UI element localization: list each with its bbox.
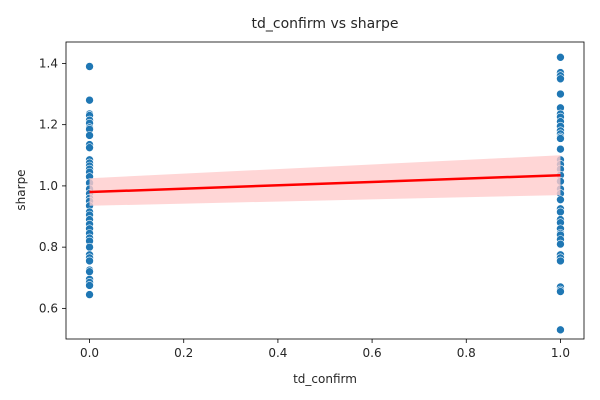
scatter-point (556, 144, 565, 154)
x-tick-label: 0.4 (268, 346, 287, 360)
scatter-point (85, 281, 94, 290)
scatter-point (85, 95, 94, 105)
plot-frame (65, 41, 585, 340)
scatter-point (85, 290, 94, 299)
regression-line (89, 173, 561, 194)
y-tick-label: 1.4 (39, 56, 58, 70)
plot-area (65, 41, 585, 340)
scatter-point (85, 62, 94, 71)
y-tick-label: 1.0 (39, 179, 58, 193)
x-axis-label: td_confirm (293, 372, 357, 386)
x-tick-label: 1.0 (551, 346, 570, 360)
scatter-point (556, 195, 565, 204)
confidence-band (89, 155, 561, 206)
y-axis-label: sharpe (14, 169, 28, 210)
y-axis: 0.6 0.8 1.0 1.2 1.4 (39, 56, 66, 315)
scatter-point (556, 53, 565, 62)
chart-title: td_confirm vs sharpe (252, 16, 399, 32)
scatter-point (85, 143, 94, 152)
scatter-point (85, 256, 94, 266)
y-tick-label: 0.8 (39, 240, 58, 254)
x-tick-label: 0.8 (457, 346, 476, 360)
scatter-point (556, 89, 565, 99)
x-axis: 0.0 0.2 0.4 0.6 0.8 1.0 (80, 339, 570, 360)
scatter-point (556, 325, 565, 335)
scatter-point (85, 131, 94, 140)
scatter-point (556, 134, 565, 143)
y-tick-label: 0.6 (39, 301, 58, 315)
y-tick-label: 1.2 (39, 118, 58, 132)
scatter-point (85, 267, 94, 276)
scatter-point (556, 74, 565, 84)
scatter-point (556, 239, 565, 249)
scatter-point (556, 207, 565, 217)
x-tick-label: 0.0 (80, 346, 99, 360)
scatter-point (556, 287, 565, 296)
x-tick-label: 0.6 (363, 346, 382, 360)
scatter-point (85, 242, 94, 252)
x-tick-label: 0.2 (174, 346, 193, 360)
scatter-point (556, 256, 565, 266)
